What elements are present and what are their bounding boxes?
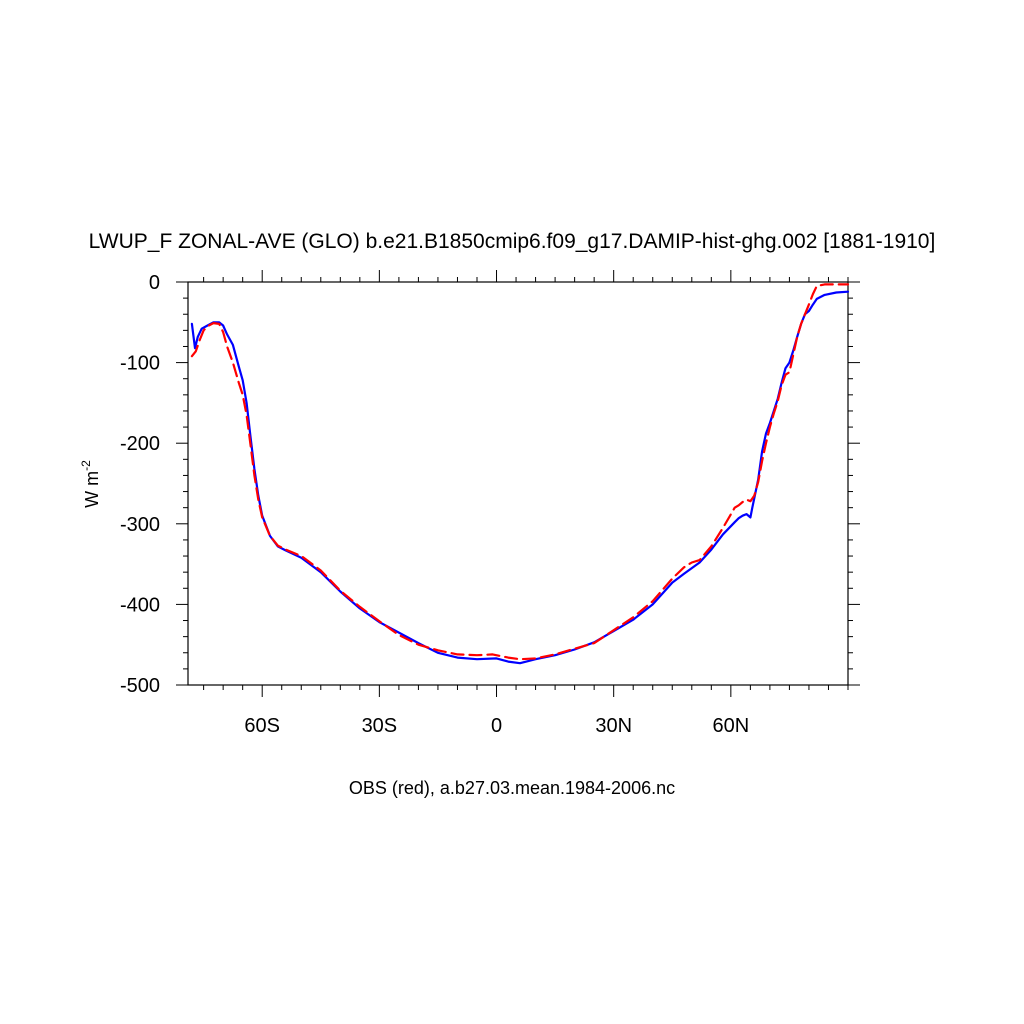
y-tick-label: -400 (120, 594, 160, 616)
x-tick-label: 0 (491, 715, 502, 737)
y-tick-label: 0 (149, 272, 160, 294)
y-axis-label-superscript: -2 (79, 460, 93, 471)
x-tick-label: 60S (244, 715, 280, 737)
major-ticks (176, 270, 860, 697)
obs-series-line (190, 283, 850, 661)
chart-title: LWUP_F ZONAL-AVE (GLO) b.e21.B1850cmip6.… (89, 230, 936, 253)
y-tick-label: -100 (120, 353, 160, 375)
y-axis-label-main: W m (82, 471, 102, 508)
x-tick-label: 30S (362, 715, 398, 737)
y-tick-labels: 0 -100 -200 -300 -400 -500 (120, 272, 160, 697)
plot-area (176, 270, 860, 697)
x-tick-label: 30N (595, 715, 632, 737)
y-axis-label: W m-2 (79, 460, 102, 508)
x-tick-label: 60N (712, 715, 749, 737)
series-group (190, 283, 850, 665)
x-axis-label: OBS (red), a.b27.03.mean.1984-2006.nc (349, 778, 675, 798)
x-tick-labels: 60S 30S 0 30N 60N (244, 715, 749, 737)
model-series-line (190, 290, 850, 665)
minor-ticks (183, 277, 853, 690)
y-tick-label: -500 (120, 675, 160, 697)
y-tick-label: -300 (120, 514, 160, 536)
plot-frame (187, 281, 849, 686)
y-tick-label: -200 (120, 433, 160, 455)
